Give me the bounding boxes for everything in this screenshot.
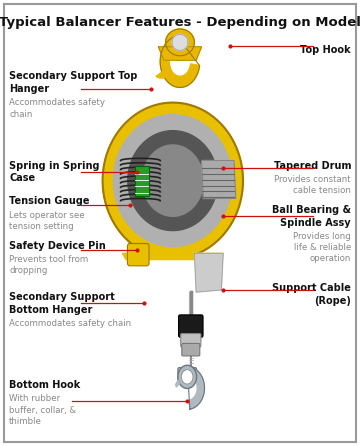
Text: Support Cable
(Rope): Support Cable (Rope) <box>272 283 351 306</box>
Polygon shape <box>166 29 194 56</box>
Text: Secondary Support Top
Hanger: Secondary Support Top Hanger <box>9 71 138 94</box>
Text: Bottom Hook: Bottom Hook <box>9 380 80 390</box>
Text: Spring in Spring
Case: Spring in Spring Case <box>9 161 99 183</box>
Text: Safety Device Pin: Safety Device Pin <box>9 241 106 251</box>
Text: Accommodates safety
chain: Accommodates safety chain <box>9 99 105 119</box>
Polygon shape <box>156 66 170 78</box>
Polygon shape <box>160 36 199 87</box>
Text: Tapered Drum: Tapered Drum <box>274 161 351 170</box>
Text: Provides constant
cable tension: Provides constant cable tension <box>274 175 351 195</box>
Circle shape <box>181 370 193 384</box>
Polygon shape <box>103 103 243 259</box>
Text: With rubber
buffer, collar, &
thimble: With rubber buffer, collar, & thimble <box>9 394 76 425</box>
Text: Lets operator see
tension setting: Lets operator see tension setting <box>9 211 85 231</box>
Polygon shape <box>158 47 202 60</box>
Polygon shape <box>162 62 168 72</box>
FancyBboxPatch shape <box>179 315 203 337</box>
FancyBboxPatch shape <box>4 4 356 442</box>
FancyBboxPatch shape <box>178 368 197 381</box>
Text: Accommodates safety chain: Accommodates safety chain <box>9 319 131 328</box>
FancyBboxPatch shape <box>127 244 149 266</box>
FancyBboxPatch shape <box>182 343 200 356</box>
Polygon shape <box>172 34 188 50</box>
Circle shape <box>178 365 197 388</box>
FancyBboxPatch shape <box>135 166 149 196</box>
Text: Ball Bearing &
Spindle Assy: Ball Bearing & Spindle Assy <box>272 205 351 227</box>
Polygon shape <box>187 367 204 409</box>
Text: Secondary Support
Bottom Hanger: Secondary Support Bottom Hanger <box>9 292 115 314</box>
Text: Prevents tool from
dropping: Prevents tool from dropping <box>9 255 88 275</box>
FancyBboxPatch shape <box>181 334 201 347</box>
Polygon shape <box>176 380 179 387</box>
Text: Top Hook: Top Hook <box>300 45 351 54</box>
Polygon shape <box>122 253 223 260</box>
Polygon shape <box>113 115 232 247</box>
Polygon shape <box>194 253 223 292</box>
Polygon shape <box>202 161 236 198</box>
Polygon shape <box>142 145 203 216</box>
Text: Tension Gauge: Tension Gauge <box>9 196 90 206</box>
Polygon shape <box>128 131 218 231</box>
Text: Provides long
life & reliable
operation: Provides long life & reliable operation <box>293 232 351 264</box>
Text: Typical Balancer Features - Depending on Model: Typical Balancer Features - Depending on… <box>0 16 360 29</box>
